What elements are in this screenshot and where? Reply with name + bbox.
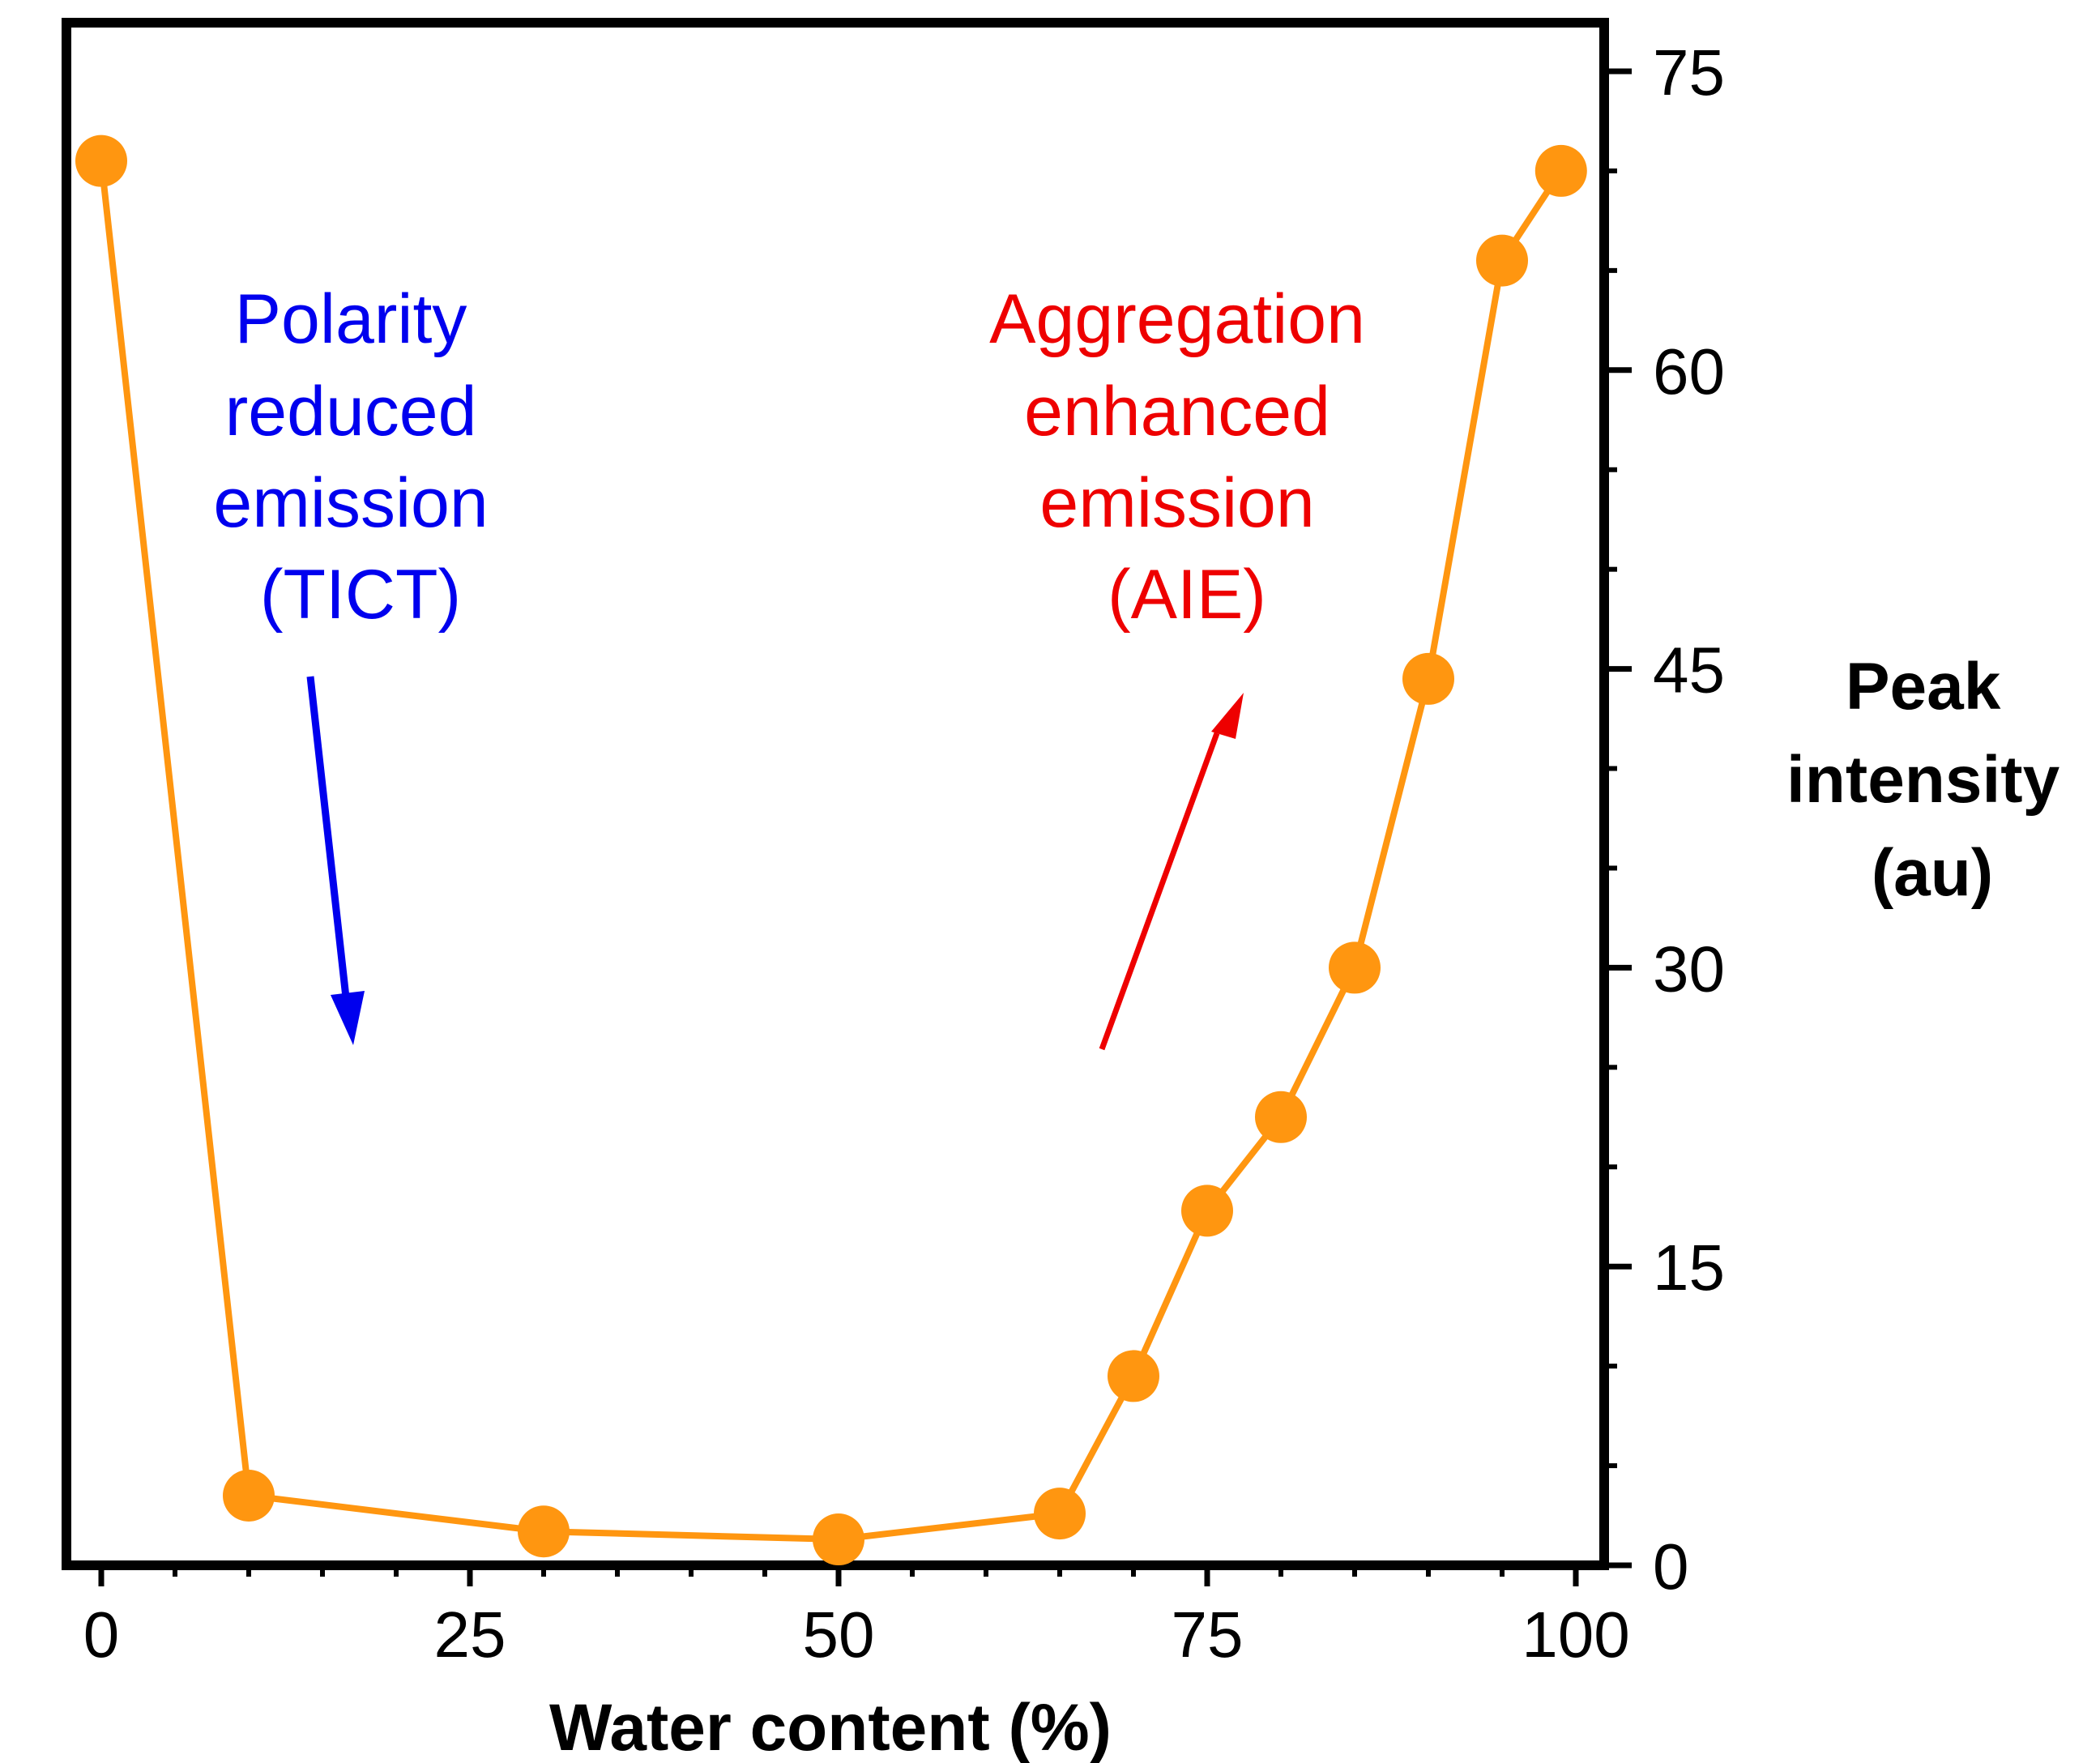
minor-ticks — [173, 168, 1617, 1577]
aie-annotation-line-3: emission — [1039, 464, 1314, 542]
y-tick-label: 45 — [1653, 634, 1725, 706]
series-line — [98, 160, 1564, 1543]
data-point — [1402, 652, 1454, 705]
x-axis-title: Water content (%) — [549, 1691, 1112, 1763]
aie-annotation-line-4: (AIE) — [1108, 556, 1266, 634]
data-point — [223, 1469, 275, 1522]
tict-arrow-head — [331, 991, 365, 1045]
data-point — [1034, 1488, 1086, 1540]
tict-annotation-line-4: (TICT) — [260, 556, 461, 634]
data-point — [1255, 1091, 1307, 1143]
y-tick-label: 30 — [1653, 933, 1725, 1005]
tict-arrow-shaft — [306, 676, 351, 1005]
data-point — [813, 1513, 864, 1566]
data-point — [1534, 144, 1587, 197]
x-tick-label: 25 — [434, 1599, 506, 1671]
y-tick-label: 60 — [1653, 335, 1725, 408]
aie-annotation-line-1: Aggregation — [989, 280, 1365, 358]
tict-annotation-line-1: Polarity — [235, 280, 467, 358]
x-tick-label: 0 — [83, 1599, 120, 1671]
tict-annotation-line-2: reduced — [225, 373, 477, 450]
data-point — [1181, 1185, 1233, 1237]
data-point — [1476, 234, 1528, 287]
y-tick-labels: 0 15 30 45 60 75 — [1653, 36, 1725, 1603]
x-tick-label: 100 — [1522, 1599, 1629, 1671]
aie-annotation: Aggregation enhanced emission (AIE) — [989, 280, 1385, 634]
tict-annotation-line-3: emission — [213, 464, 488, 542]
data-point — [518, 1505, 570, 1558]
plot-frame — [62, 18, 1609, 1570]
y-axis-title-line-3: (au) — [1872, 836, 1993, 910]
series-layer — [75, 134, 1587, 1566]
data-point — [1108, 1350, 1159, 1402]
y-tick-label: 15 — [1653, 1232, 1725, 1304]
y-axis-title: Peak intensity (au) — [1786, 650, 2078, 910]
y-axis-title-line-1: Peak — [1846, 650, 2001, 724]
x-tick-label: 75 — [1172, 1599, 1244, 1671]
aie-annotation-line-2: enhanced — [1024, 373, 1330, 450]
data-point — [1329, 941, 1381, 994]
aie-arrow-head — [1211, 693, 1244, 739]
y-axis-title-line-2: intensity — [1786, 743, 2060, 817]
x-tick-label: 50 — [803, 1599, 875, 1671]
y-tick-label: 0 — [1653, 1530, 1689, 1603]
x-tick-labels: 0 25 50 75 100 — [83, 1599, 1630, 1671]
aie-arrow-shaft — [1099, 732, 1220, 1051]
tict-annotation: Polarity reduced emission (TICT) — [213, 280, 507, 634]
y-tick-label: 75 — [1653, 36, 1725, 109]
major-ticks — [98, 68, 1632, 1586]
data-point — [75, 134, 127, 187]
